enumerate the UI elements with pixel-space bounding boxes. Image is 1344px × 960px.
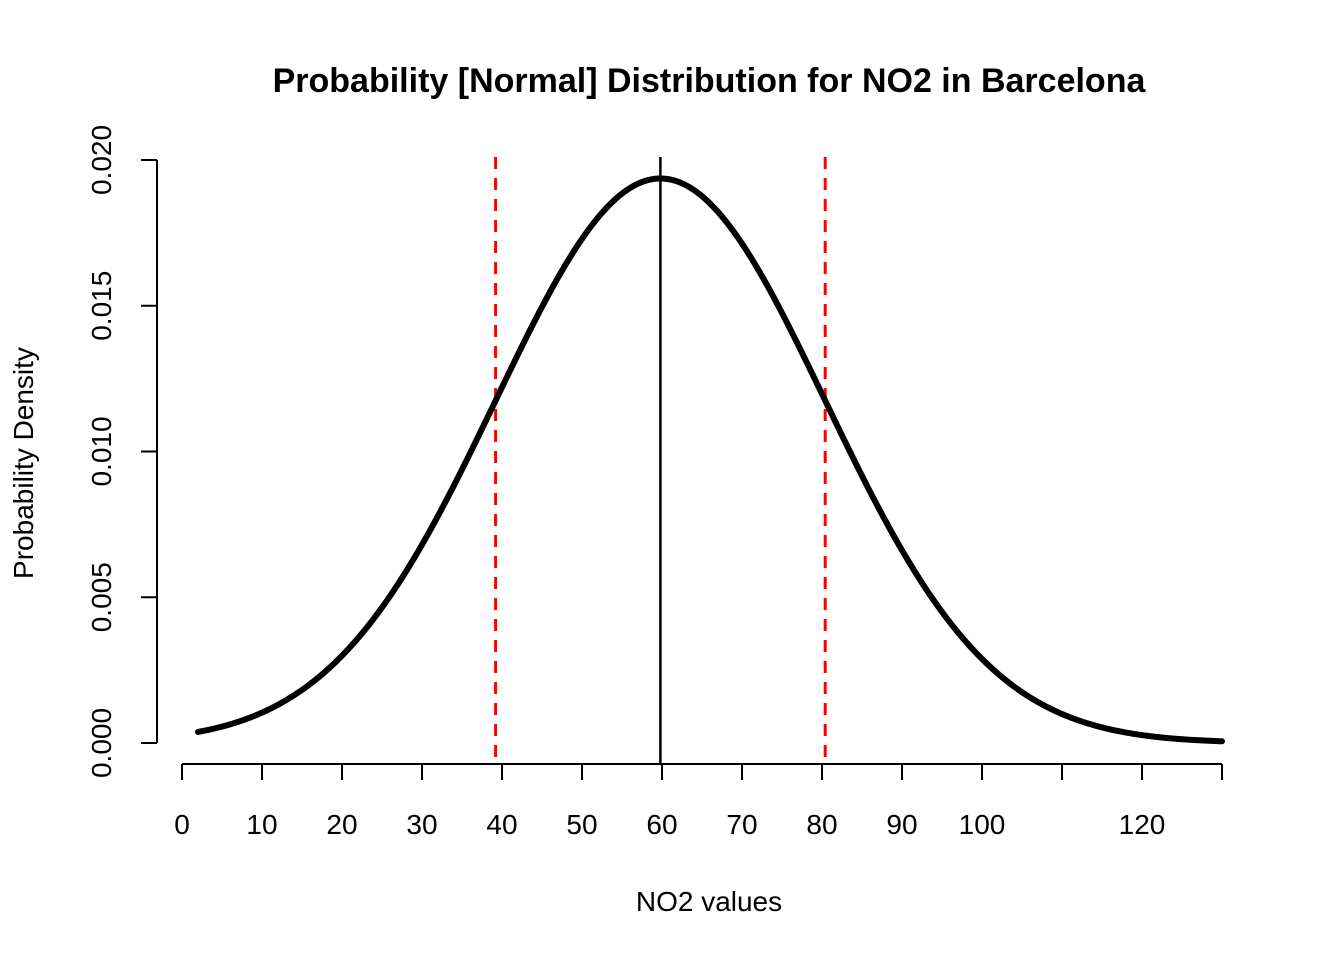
y-tick-label-0: 0.000	[86, 708, 117, 778]
y-tick-label-4: 0.020	[86, 125, 117, 195]
x-tick-label-0: 0	[174, 809, 190, 840]
density-curve-0	[195, 175, 1225, 745]
x-tick-label-70: 70	[726, 809, 757, 840]
x-tick-label-20: 20	[326, 809, 357, 840]
x-tick-label-90: 90	[886, 809, 917, 840]
y-axis-label: Probability Density	[8, 347, 39, 579]
x-tick-label-30: 30	[406, 809, 437, 840]
plot-area: 0 10 20 30 40 50 60 70 80 90 100 120 0.000 0.005 0.010…	[86, 125, 1225, 840]
x-tick-label-50: 50	[566, 809, 597, 840]
x-tick-label-10: 10	[246, 809, 277, 840]
chart-title: Probability [Normal] Distribution for NO…	[273, 62, 1147, 100]
y-tick-label-3: 0.015	[86, 271, 117, 341]
x-axis-label: NO2 values	[636, 886, 782, 917]
y-tick-label-2: 0.010	[86, 416, 117, 486]
x-tick-label-120: 120	[1119, 809, 1166, 840]
x-tick-label-100: 100	[959, 809, 1006, 840]
x-tick-label-40: 40	[486, 809, 517, 840]
x-tick-label-80: 80	[806, 809, 837, 840]
y-tick-label-1: 0.005	[86, 562, 117, 632]
x-tick-label-60: 60	[646, 809, 677, 840]
